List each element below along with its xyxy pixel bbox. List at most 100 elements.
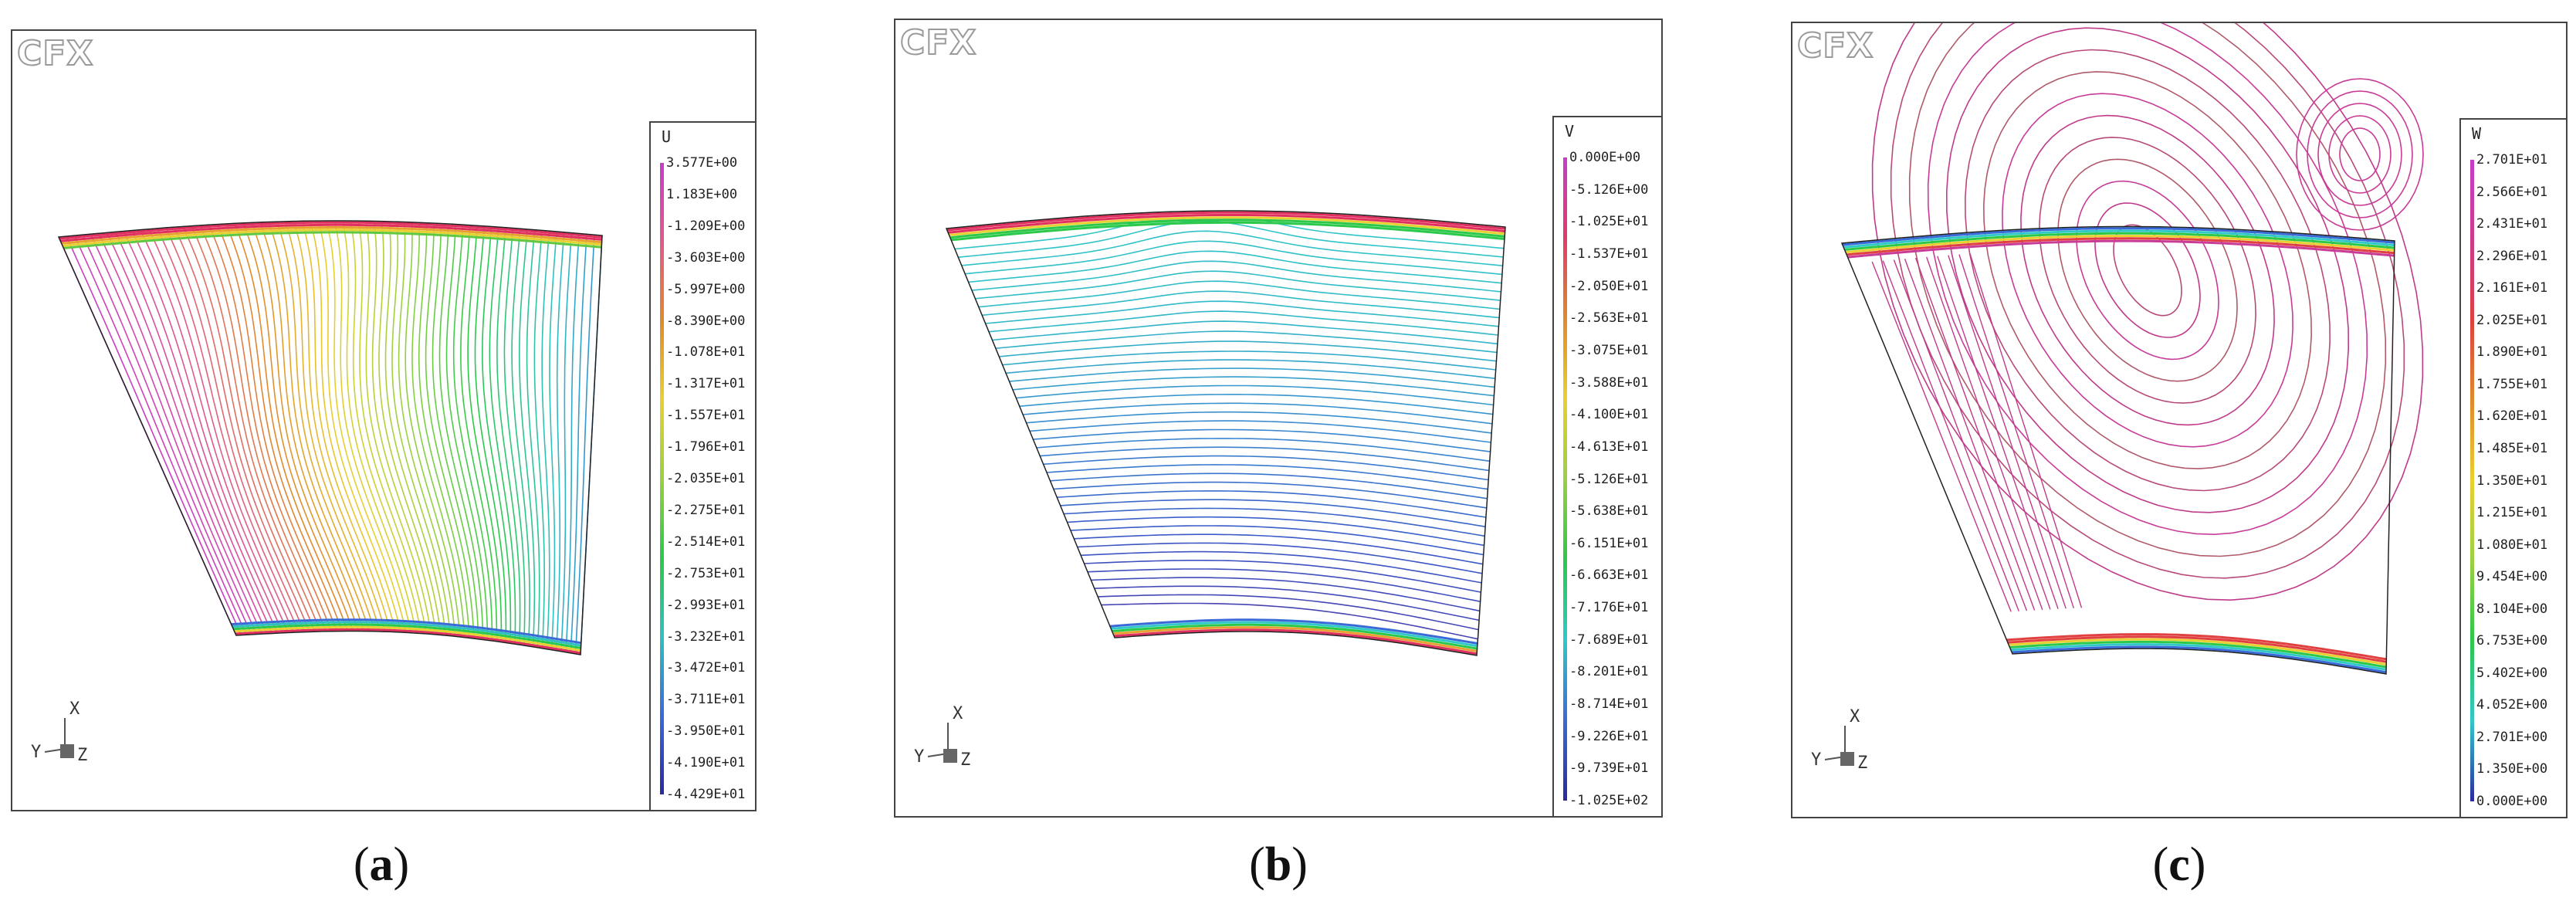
- triad-z-label: Z: [1857, 754, 1868, 773]
- contour-line: [2076, 180, 2219, 361]
- contour-line: [66, 235, 242, 635]
- colorbar-level-label: -2.050E+01: [1569, 278, 1649, 294]
- contour-line: [482, 226, 512, 644]
- contour-line: [1070, 525, 1484, 556]
- contour-line: [549, 231, 557, 650]
- contour-line: [1060, 499, 1486, 527]
- contour-line: [425, 223, 475, 639]
- wall-contour-band: [948, 214, 1505, 234]
- contour-line: [2328, 115, 2392, 194]
- contour-line: [384, 221, 447, 636]
- contour-line: [293, 221, 386, 632]
- contour-line: [1101, 602, 1478, 640]
- wall-contour-band: [2010, 643, 2387, 671]
- colorbar-level-label: 1.183E+00: [666, 186, 738, 202]
- legend-variable: W: [2472, 124, 2482, 143]
- contour-plot-v: [945, 210, 1506, 656]
- colorbar-level-label: -3.232E+01: [666, 628, 746, 645]
- contour-line: [317, 220, 402, 633]
- contour-line: [1948, 255, 2067, 609]
- colorbar-level-label: -7.176E+01: [1569, 600, 1649, 616]
- contour-line: [1040, 446, 1490, 472]
- contour-line: [391, 222, 452, 636]
- colorbar-level-label: -5.638E+01: [1569, 503, 1649, 520]
- contour-line: [1074, 533, 1484, 565]
- wall-contour-band: [231, 618, 582, 645]
- contour-line: [1926, 256, 2051, 610]
- colorbar-level-label: 8.104E+00: [2476, 601, 2548, 617]
- wall-contour-band: [2009, 640, 2387, 669]
- contour-line: [1914, 257, 2043, 611]
- colorbar-level-label: 4.052E+00: [2476, 697, 2548, 713]
- contour-line: [971, 260, 1501, 293]
- contour-line: [489, 227, 516, 645]
- contour-line: [342, 220, 417, 634]
- contour-line: [1009, 367, 1495, 388]
- contour-line: [114, 232, 273, 634]
- colorbar-legend-v: V 0.000E+00 -5.126E+00 -1.025E+01 -1.537E+0…: [1552, 116, 1663, 818]
- colorbar-level-label: 5.402E+00: [2476, 665, 2548, 681]
- contour-line: [123, 231, 279, 634]
- contour-line: [411, 222, 465, 638]
- axis-triad: X Y Z: [28, 695, 105, 787]
- contour-line: [1908, 23, 2387, 557]
- colorbar-level-label: -1.557E+01: [666, 408, 746, 424]
- contour-line: [1087, 568, 1481, 602]
- wall-contour-band: [1847, 237, 2395, 256]
- colorbar-level-label: -9.739E+01: [1569, 760, 1649, 777]
- colorbar-level-label: -3.950E+01: [666, 723, 746, 740]
- contour-line: [208, 224, 332, 632]
- contour-line: [140, 229, 289, 633]
- contour-line: [268, 222, 371, 632]
- contour-line: [570, 234, 587, 653]
- contour-line: [2094, 202, 2201, 338]
- colorbar-level-label: 2.431E+01: [2476, 216, 2548, 232]
- contour-line: [1094, 585, 1480, 621]
- colorbar-level-label: -1.537E+01: [1569, 246, 1649, 262]
- contour-line: [199, 225, 327, 632]
- colorbar-legend-w: W 2.701E+01 2.566E+01 2.431E+01 2.296E+01 2.…: [2459, 118, 2568, 818]
- caption-letter: c: [2168, 838, 2190, 891]
- contour-line: [1019, 394, 1493, 415]
- wall-contour-band: [60, 223, 602, 242]
- contour-line: [988, 310, 1498, 336]
- contour-line: [474, 225, 507, 643]
- contour-line: [225, 223, 344, 632]
- contour-line: [526, 229, 540, 648]
- contour-line: [565, 233, 580, 652]
- panel-b: CFX X Y Z V 0.000E+00 -5.126E+00 -1.025E+0…: [894, 19, 1663, 818]
- colorbar-level-label: 0.000E+00: [1569, 150, 1641, 165]
- contour-plot-u: [57, 220, 603, 655]
- contour-line: [432, 223, 479, 639]
- domain-outline: [1840, 225, 2395, 675]
- contour-line: [182, 226, 316, 632]
- colorbar-level-label: -5.126E+00: [1569, 181, 1649, 198]
- contour-line: [1046, 464, 1488, 490]
- contour-line: [326, 220, 407, 633]
- wall-contour-band: [2007, 635, 2387, 663]
- wall-contour-band: [2009, 638, 2387, 666]
- wall-contour-band: [1112, 626, 1478, 652]
- contour-line: [975, 270, 1501, 301]
- domain-outline: [57, 220, 603, 655]
- colorbar-level-label: -9.226E+01: [1569, 728, 1649, 744]
- contour-plot-w: [1840, 23, 2424, 675]
- colorbar-level-label: -1.025E+02: [1569, 793, 1649, 808]
- contour-line: [1982, 71, 2313, 469]
- contour-line: [2307, 90, 2413, 218]
- contour-line: [1012, 376, 1494, 397]
- contour-line: [1043, 455, 1489, 481]
- panel-c: CFX X Y Z W 2.701E+01 2.566E+01 2.431E+01 2…: [1791, 22, 2568, 818]
- wall-contour-band: [1844, 232, 2395, 251]
- contour-line: [365, 221, 432, 635]
- colorbar-level-label: -6.663E+01: [1569, 567, 1649, 584]
- contour-line: [251, 222, 360, 632]
- contour-line: [1081, 550, 1482, 584]
- contour-line: [1904, 259, 2036, 611]
- contour-line: [467, 225, 503, 642]
- contour-line: [165, 227, 305, 632]
- contour-line: [378, 221, 442, 635]
- wall-contour-band: [1847, 239, 2395, 259]
- colorbar-level-label: -4.429E+01: [666, 787, 746, 802]
- triad-x-label: X: [69, 699, 80, 719]
